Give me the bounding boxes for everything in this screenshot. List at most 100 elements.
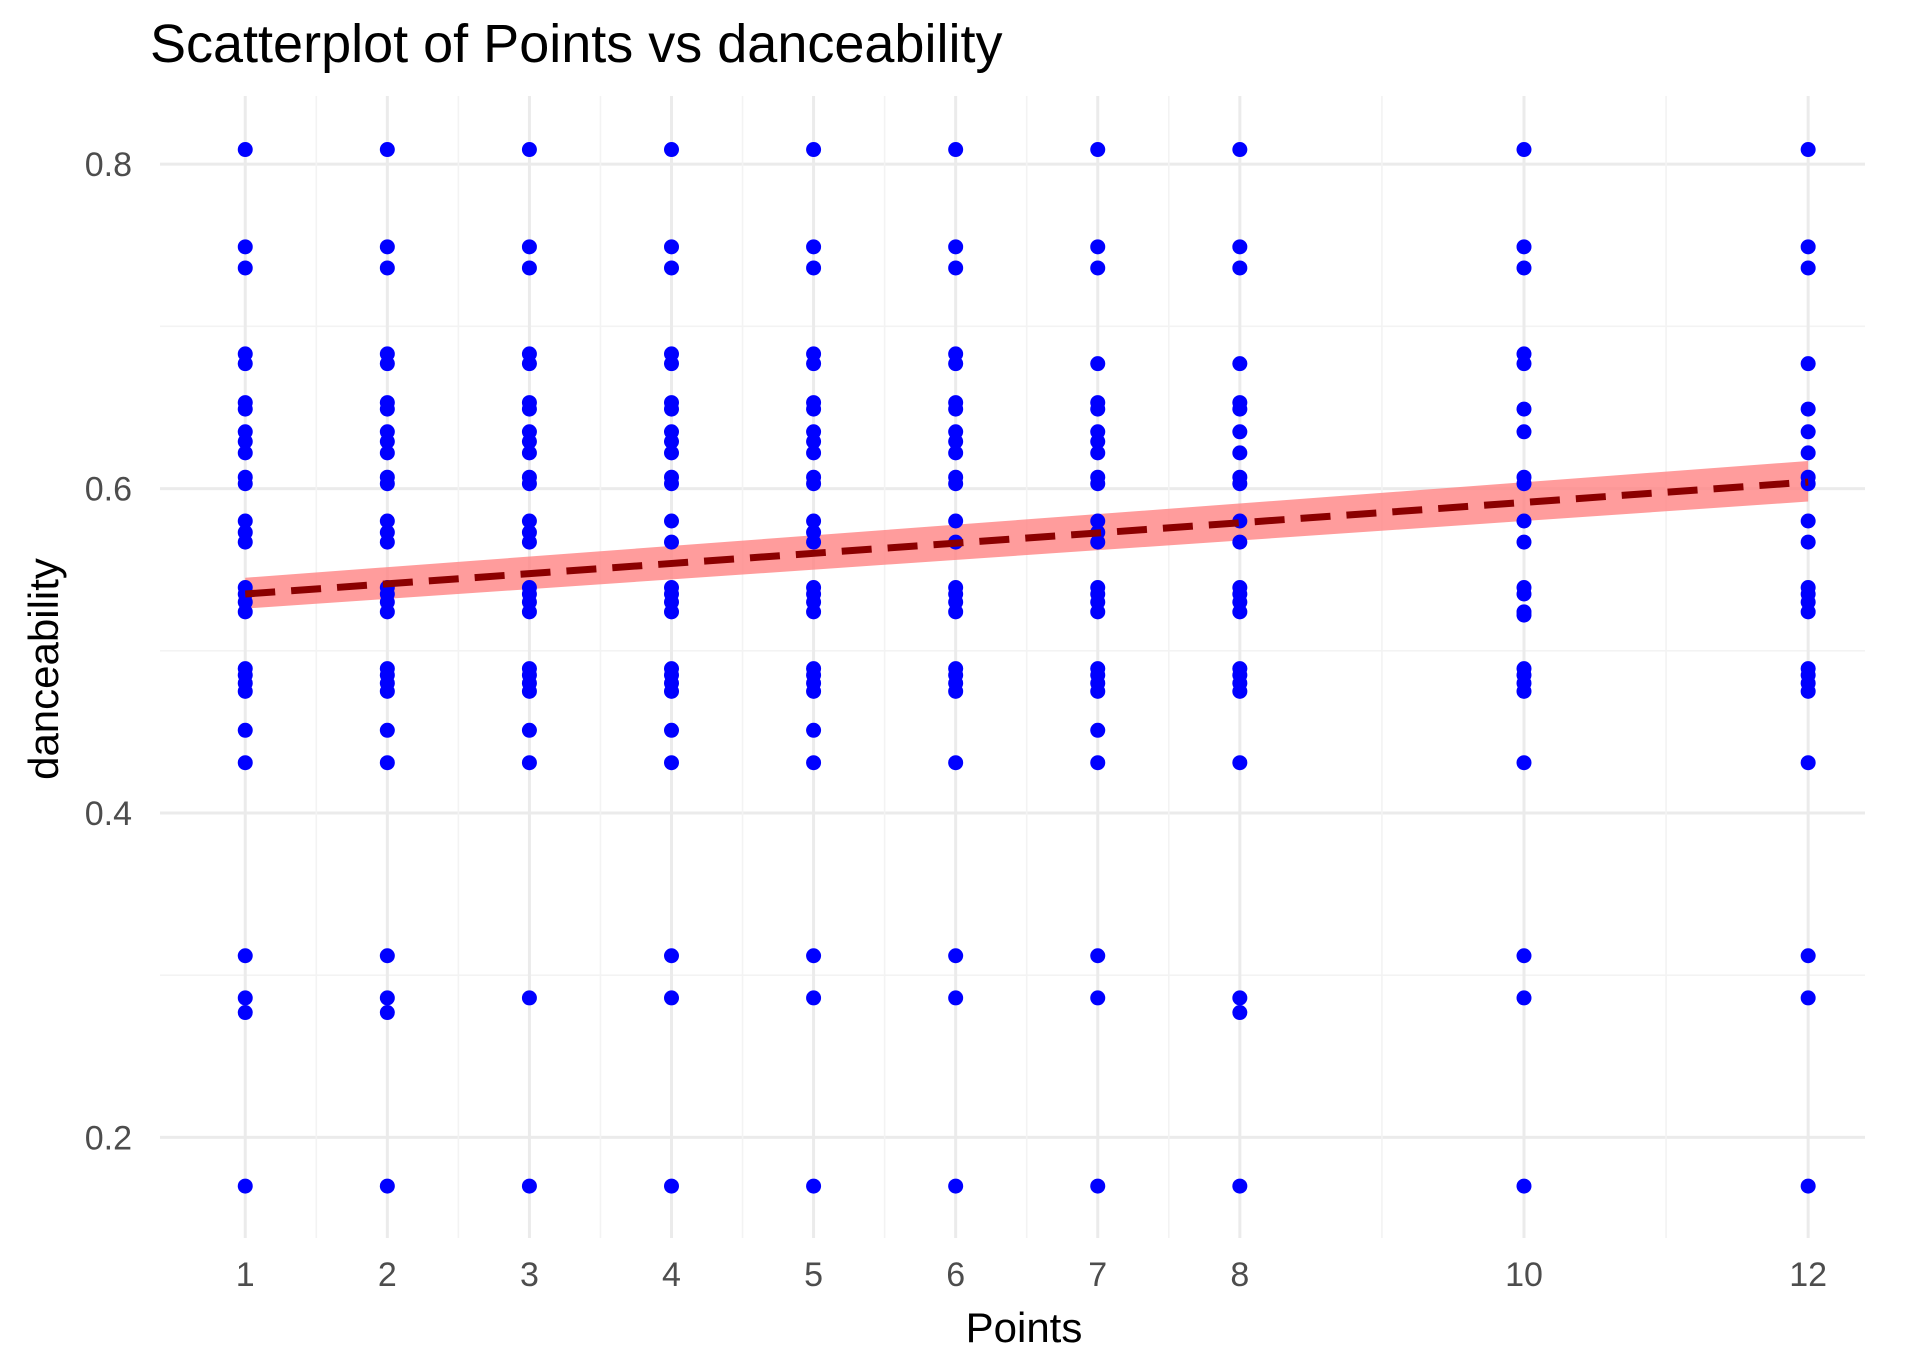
- x-tick-label: 2: [378, 1256, 397, 1294]
- data-point: [806, 604, 822, 620]
- data-point: [1090, 476, 1106, 492]
- data-point: [521, 356, 537, 372]
- data-point: [521, 990, 537, 1006]
- data-point: [1800, 990, 1816, 1006]
- y-axis-ticks: 0.2 0.4 0.6 0.8: [85, 146, 132, 1157]
- x-tick-label: 1: [236, 1256, 255, 1294]
- x-tick-label: 4: [662, 1256, 681, 1294]
- data-point: [948, 604, 964, 620]
- data-point: [521, 604, 537, 620]
- data-point: [806, 722, 822, 738]
- data-point: [948, 260, 964, 276]
- data-point: [237, 239, 253, 255]
- data-point: [1232, 142, 1248, 158]
- data-point: [521, 401, 537, 417]
- data-point: [1232, 1005, 1248, 1021]
- data-point: [379, 260, 395, 276]
- data-point: [1516, 239, 1532, 255]
- data-point: [1800, 948, 1816, 964]
- data-point: [237, 260, 253, 276]
- data-point: [806, 434, 822, 450]
- x-axis-title: Points: [966, 1304, 1083, 1351]
- data-point: [1800, 755, 1816, 771]
- data-point: [521, 755, 537, 771]
- data-point: [1516, 1178, 1532, 1194]
- data-point: [806, 990, 822, 1006]
- data-point: [237, 948, 253, 964]
- data-point: [948, 948, 964, 964]
- data-point: [948, 1178, 964, 1194]
- data-point: [1090, 990, 1106, 1006]
- data-point: [1516, 586, 1532, 602]
- x-tick-label: 3: [520, 1256, 539, 1294]
- x-tick-label: 6: [946, 1256, 965, 1294]
- data-point: [1090, 239, 1106, 255]
- data-point: [664, 434, 679, 450]
- data-point: [237, 1005, 253, 1021]
- x-axis-ticks: 1 2 3 4 5 6 7 8 10 12: [236, 1256, 1827, 1294]
- data-point: [237, 401, 253, 417]
- x-tick-label: 7: [1088, 1256, 1107, 1294]
- data-point: [1516, 142, 1532, 158]
- data-point: [1090, 401, 1106, 417]
- data-point: [237, 722, 253, 738]
- data-point: [948, 434, 964, 450]
- data-point: [521, 434, 537, 450]
- data-point: [237, 1178, 253, 1194]
- data-point: [237, 990, 253, 1006]
- y-tick-label: 0.6: [85, 471, 132, 509]
- data-point: [1516, 990, 1532, 1006]
- data-point: [521, 513, 537, 529]
- data-point: [1516, 755, 1532, 771]
- data-point: [1800, 445, 1816, 461]
- data-point: [806, 534, 822, 550]
- data-point: [379, 142, 395, 158]
- data-point: [806, 260, 822, 276]
- data-point: [1800, 513, 1816, 529]
- data-point: [664, 990, 679, 1006]
- data-point: [521, 1178, 537, 1194]
- data-point: [237, 142, 253, 158]
- data-point: [664, 755, 679, 771]
- points: [237, 142, 1816, 1194]
- data-point: [664, 260, 679, 276]
- data-point: [1516, 356, 1532, 372]
- data-point: [1516, 260, 1532, 276]
- data-point: [379, 604, 395, 620]
- data-point: [664, 401, 679, 417]
- data-point: [1800, 142, 1816, 158]
- data-point: [1090, 142, 1106, 158]
- data-point: [1232, 260, 1248, 276]
- data-point: [664, 604, 679, 620]
- chart-title: Scatterplot of Points vs danceability: [150, 14, 1002, 74]
- data-point: [1232, 356, 1248, 372]
- data-point: [1232, 755, 1248, 771]
- data-point: [1090, 260, 1106, 276]
- data-point: [806, 445, 822, 461]
- data-point: [379, 1178, 395, 1194]
- data-point: [237, 604, 253, 620]
- data-point: [806, 476, 822, 492]
- data-point: [1232, 401, 1248, 417]
- data-point: [1800, 239, 1816, 255]
- data-point: [948, 445, 964, 461]
- data-point: [1800, 356, 1816, 372]
- data-point: [379, 434, 395, 450]
- data-point: [521, 142, 537, 158]
- data-point: [1232, 445, 1248, 461]
- data-point: [1516, 401, 1532, 417]
- data-point: [1090, 534, 1106, 550]
- data-point: [521, 445, 537, 461]
- data-point: [1800, 424, 1816, 440]
- data-point: [806, 755, 822, 771]
- data-point: [1090, 1178, 1106, 1194]
- data-point: [1800, 401, 1816, 417]
- data-point: [664, 142, 679, 158]
- data-point: [948, 990, 964, 1006]
- data-point: [1800, 683, 1816, 699]
- data-point: [521, 476, 537, 492]
- grid: [160, 96, 1865, 1238]
- data-point: [1516, 948, 1532, 964]
- data-point: [1090, 604, 1106, 620]
- data-point: [379, 401, 395, 417]
